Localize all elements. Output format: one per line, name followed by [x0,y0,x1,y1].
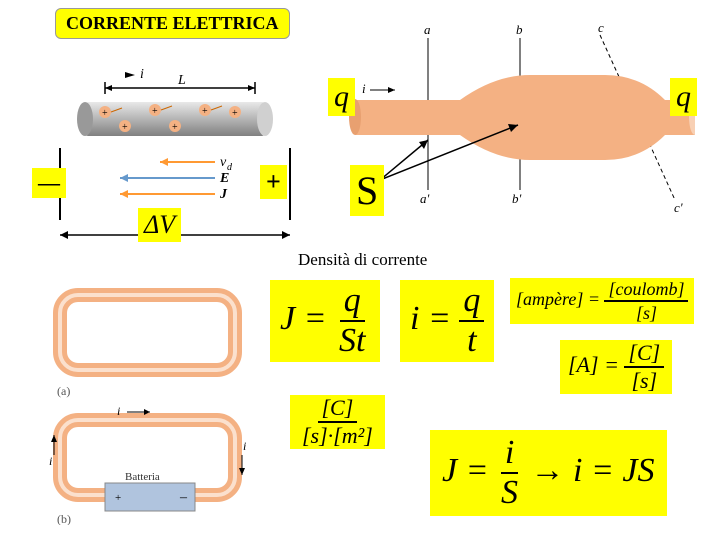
J-num: q [340,284,365,322]
uJ-den: [s]·[m²] [298,423,377,447]
amp-den: [s] [632,302,661,322]
svg-text:i: i [49,454,52,468]
amp-lhs: [ampère] [516,289,583,309]
svg-text:+: + [152,106,158,117]
svg-text:J: J [219,187,228,202]
circuits-panel: (a) + – Batteria i i i (b) [45,285,265,525]
svg-text:i: i [243,439,246,453]
i-num: q [459,284,484,322]
JiS-arrow: → [531,452,565,489]
svg-text:E: E [219,171,229,186]
formula-JiS: J = i S → i = JS [430,430,667,516]
q-left: q [328,78,355,116]
page-title: CORRENTE ELETTRICA [55,8,290,39]
svg-text:b': b' [512,191,522,206]
J-lhs: J [280,300,295,337]
S-label: S [350,165,384,216]
plus-terminal: + [260,165,287,199]
svg-text:+: + [232,108,238,119]
J-den: St [335,322,369,358]
formula-ampere: [ampère] = [coulomb] [s] [510,278,694,324]
JiS-lhs: J [442,452,457,489]
cross-section-panel: a a' b b' c c' i q q S [320,20,700,220]
svg-text:+: + [172,122,178,133]
svg-text:a: a [424,22,431,37]
svg-text:+: + [102,108,108,119]
formula-A: [A] = [C] [s] [560,340,672,394]
svg-text:a': a' [420,191,430,206]
A-den: [s] [627,368,661,392]
svg-text:+: + [122,122,128,133]
svg-text:c: c [598,20,604,35]
svg-text:(b): (b) [57,512,71,525]
subtitle: Densità di corrente [298,250,427,270]
i-den: t [463,322,480,358]
svg-text:+: + [202,106,208,117]
eq: = [304,300,335,337]
formula-J: J = q St [270,280,380,362]
minus-terminal: — [32,168,66,198]
JiS-num: i [501,436,518,474]
circuits-svg: (a) + – Batteria i i i (b) [45,285,265,525]
JiS-rhs: i = JS [573,452,654,489]
i-lhs: i [410,300,419,337]
q-right: q [670,78,697,116]
formula-unitJ: [C] [s]·[m²] [290,395,385,449]
conductor-panel: i L + + + + + + v [40,60,295,240]
svg-text:c': c' [674,200,683,215]
svg-text:i: i [362,81,366,96]
amp-num: [coulomb] [604,280,688,302]
JiS-den: S [497,474,522,510]
svg-text:i: i [117,404,120,418]
A-num: [C] [624,342,664,368]
formula-i: i = q t [400,280,494,362]
svg-text:v: v [220,155,227,170]
svg-text:b: b [516,22,523,37]
svg-text:(a): (a) [57,384,70,398]
uJ-num: [C] [318,397,358,423]
A-lhs: [A] [568,352,599,377]
eq2: = [428,300,459,337]
svg-text:+: + [115,492,121,504]
L-label: L [177,73,186,88]
delta-v: ΔV [138,208,181,242]
svg-text:Batteria: Batteria [125,471,160,483]
i-label: i [140,67,144,82]
svg-text:–: – [179,490,188,505]
